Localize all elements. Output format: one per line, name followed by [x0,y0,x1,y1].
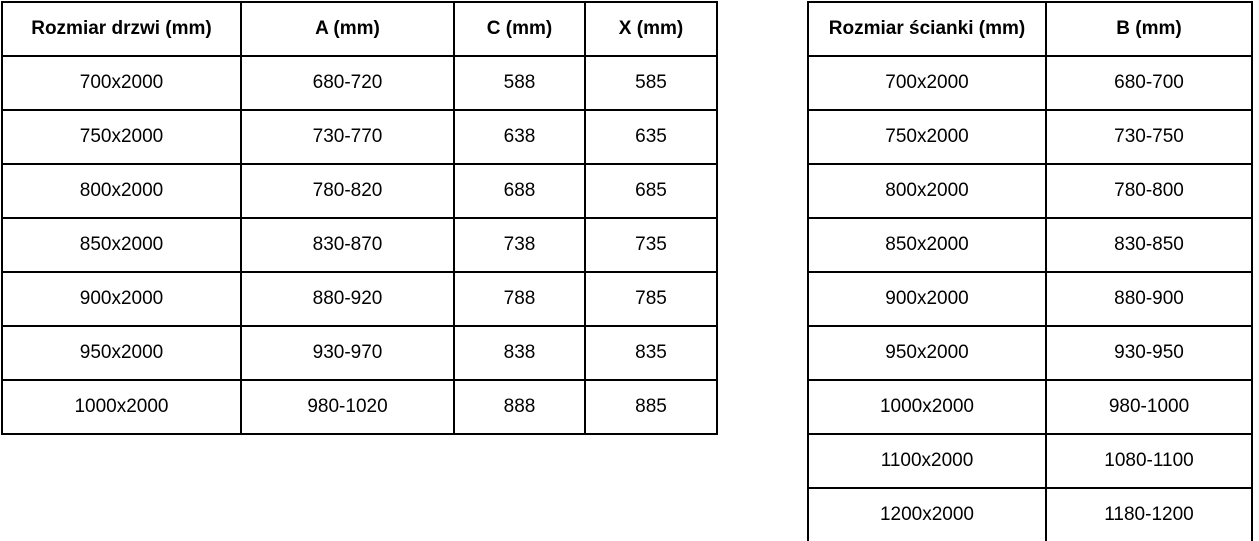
table-cell: 980-1000 [1045,379,1253,435]
header-door-size: Rozmiar drzwi (mm) [1,1,242,57]
table-row: 700x2000 680-720 588 585 [1,55,718,111]
wall-sizes-table: Rozmiar ścianki (mm) B (mm) 700x2000 680-… [807,1,1253,541]
table-row: 1000x2000 980-1000 [807,379,1253,435]
table-cell: 585 [584,55,718,111]
table-row: 800x2000 780-820 688 685 [1,163,718,219]
table-cell: 980-1020 [240,379,455,435]
table-row: 850x2000 830-850 [807,217,1253,273]
table-cell: 1000x2000 [807,379,1047,435]
table-cell: 930-950 [1045,325,1253,381]
table-cell: 788 [453,271,586,327]
table-cell: 885 [584,379,718,435]
table-cell: 830-850 [1045,217,1253,273]
table-cell: 900x2000 [807,271,1047,327]
table-cell: 730-750 [1045,109,1253,165]
table-cell: 680-700 [1045,55,1253,111]
table-cell: 900x2000 [1,271,242,327]
table-row: 950x2000 930-950 [807,325,1253,381]
table-cell: 750x2000 [807,109,1047,165]
table-row: 750x2000 730-770 638 635 [1,109,718,165]
table-cell: 880-900 [1045,271,1253,327]
table-cell: 835 [584,325,718,381]
table-cell: 800x2000 [1,163,242,219]
table-cell: 1180-1200 [1045,487,1253,541]
table-cell: 930-970 [240,325,455,381]
table-cell: 950x2000 [1,325,242,381]
table-cell: 1080-1100 [1045,433,1253,489]
table-cell: 838 [453,325,586,381]
table-cell: 1000x2000 [1,379,242,435]
table-cell: 635 [584,109,718,165]
header-b-mm: B (mm) [1045,1,1253,57]
table-header-row: Rozmiar ścianki (mm) B (mm) [807,1,1253,57]
table-cell: 730-770 [240,109,455,165]
table-cell: 830-870 [240,217,455,273]
table-cell: 738 [453,217,586,273]
table-cell: 950x2000 [807,325,1047,381]
header-c-mm: C (mm) [453,1,586,57]
header-a-mm: A (mm) [240,1,455,57]
table-cell: 1200x2000 [807,487,1047,541]
table-cell: 700x2000 [807,55,1047,111]
table-cell: 588 [453,55,586,111]
door-sizes-table: Rozmiar drzwi (mm) A (mm) C (mm) X (mm) … [1,1,718,435]
table-cell: 1100x2000 [807,433,1047,489]
table-row: 1100x2000 1080-1100 [807,433,1253,489]
table-row: 1200x2000 1180-1200 [807,487,1253,541]
table-row: 900x2000 880-900 [807,271,1253,327]
table-cell: 680-720 [240,55,455,111]
header-x-mm: X (mm) [584,1,718,57]
table-header-row: Rozmiar drzwi (mm) A (mm) C (mm) X (mm) [1,1,718,57]
table-row: 1000x2000 980-1020 888 885 [1,379,718,435]
table-cell: 785 [584,271,718,327]
table-cell: 850x2000 [1,217,242,273]
table-cell: 780-820 [240,163,455,219]
table-row: 800x2000 780-800 [807,163,1253,219]
table-cell: 780-800 [1045,163,1253,219]
table-cell: 750x2000 [1,109,242,165]
header-wall-size: Rozmiar ścianki (mm) [807,1,1047,57]
table-cell: 685 [584,163,718,219]
table-row: 850x2000 830-870 738 735 [1,217,718,273]
table-cell: 688 [453,163,586,219]
table-row: 900x2000 880-920 788 785 [1,271,718,327]
table-cell: 800x2000 [807,163,1047,219]
table-cell: 735 [584,217,718,273]
table-cell: 700x2000 [1,55,242,111]
table-row: 750x2000 730-750 [807,109,1253,165]
table-cell: 850x2000 [807,217,1047,273]
table-row: 950x2000 930-970 838 835 [1,325,718,381]
table-cell: 880-920 [240,271,455,327]
table-row: 700x2000 680-700 [807,55,1253,111]
table-cell: 888 [453,379,586,435]
table-cell: 638 [453,109,586,165]
